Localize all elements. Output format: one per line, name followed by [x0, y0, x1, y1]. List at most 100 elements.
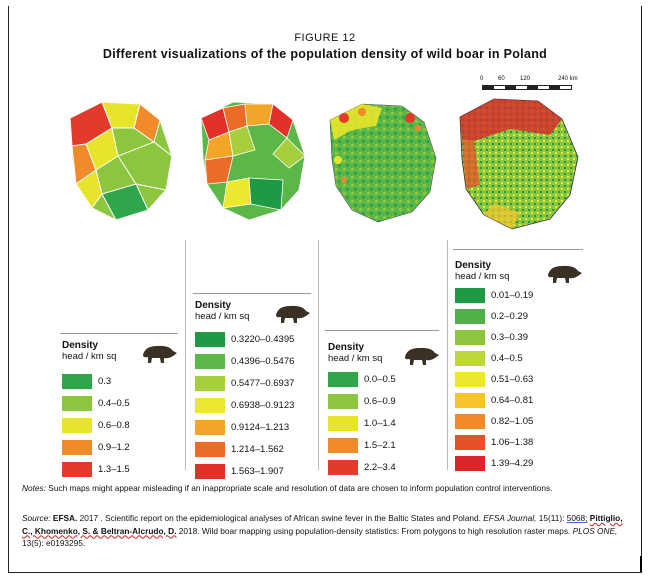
- legend-label: 0.82–1.05: [491, 416, 534, 427]
- legend-swatch: [328, 437, 358, 453]
- panel-divider: [185, 240, 186, 470]
- source-page-link[interactable]: 5068;: [566, 513, 588, 523]
- map-raster-high-resolution: [459, 98, 579, 230]
- figure-notes: Notes: Such maps might appear misleading…: [22, 482, 622, 494]
- legend-label: 1.06–1.38: [491, 437, 534, 448]
- legend-swatch: [195, 463, 225, 479]
- legend-row: 1.0–1.4: [328, 412, 440, 434]
- source-line2: 2018. Wild boar mapping using population…: [178, 525, 571, 536]
- legend-swatch: [455, 309, 485, 324]
- legend-title: Density: [328, 342, 365, 353]
- panel-divider: [447, 240, 448, 470]
- legend-title: Density: [62, 340, 99, 351]
- legend-panel-2: Density head / km sq 0.3220–0.4395 0.439…: [195, 300, 311, 482]
- legend-label: 1.39–4.29: [491, 458, 534, 469]
- legend-rule: [60, 333, 178, 334]
- legend-swatch: [195, 375, 225, 391]
- legend-row: 0.5477–0.6937: [195, 372, 311, 394]
- legend-label: 0.6938–0.9123: [231, 399, 295, 411]
- legend-swatch: [195, 397, 225, 413]
- wild-boar-icon: [548, 265, 582, 283]
- legend-swatch: [455, 414, 485, 429]
- legend-swatch: [62, 373, 92, 389]
- notes-label: Notes:: [22, 483, 46, 493]
- legend-label: 0.3: [98, 375, 112, 387]
- wild-boar-icon: [143, 345, 177, 363]
- legend-row: 1.214–1.562: [195, 438, 311, 460]
- legend-unit: head / km sq: [328, 353, 383, 364]
- source-volume: 15(11):: [536, 513, 567, 523]
- legend-panel-4: Density head / km sq 0.01–0.19 0.2–0.29 …: [455, 260, 583, 474]
- legend-row: 0.6–0.9: [328, 390, 440, 412]
- legend-label: 0.01–0.19: [491, 290, 534, 301]
- legend-swatch: [62, 395, 92, 411]
- wild-boar-icon: [276, 305, 310, 323]
- scale-tick: 120: [520, 76, 531, 82]
- legend-swatch: [328, 459, 358, 475]
- legend-unit: head / km sq: [62, 351, 117, 362]
- legend-label: 0.2–0.29: [491, 311, 528, 322]
- legend-row: 0.0–0.5: [328, 368, 440, 390]
- legend-swatch: [455, 351, 485, 366]
- legend-label: 0.51–0.63: [491, 374, 534, 385]
- panel-divider: [318, 240, 319, 470]
- legend-label: 2.2–3.4: [364, 461, 396, 473]
- legend-row: 0.4396–0.5476: [195, 350, 311, 372]
- legend-label: 1.214–1.562: [231, 443, 284, 455]
- source-authors: Pittiglio, C., Khomenko, S. & Beltran-Al…: [22, 513, 623, 536]
- legend-label: 0.4–0.5: [491, 353, 523, 364]
- legend-label: 1.3–1.5: [98, 463, 130, 475]
- scale-bar-graphic: [482, 85, 572, 90]
- legend-swatch: [328, 393, 358, 409]
- legend-row: 0.9124–1.213: [195, 416, 311, 438]
- legend-label: 0.6–0.8: [98, 419, 130, 431]
- legend-unit: head / km sq: [455, 271, 510, 282]
- legend-row: 0.9–1.2: [62, 436, 178, 458]
- legend-row: 2.2–3.4: [328, 456, 440, 478]
- legend-label: 0.0–0.5: [364, 373, 396, 385]
- legend-title: Density: [455, 260, 492, 271]
- legend-label: 1.5–2.1: [364, 439, 396, 451]
- legend-row: 0.6–0.8: [62, 414, 178, 436]
- scale-bar: 0 60 120 240 km: [480, 76, 590, 96]
- legend-label: 1.563–1.907: [231, 465, 284, 477]
- legend-row: 0.6938–0.9123: [195, 394, 311, 416]
- legend-title: Density: [195, 300, 232, 311]
- scale-tick: 240 km: [558, 76, 578, 82]
- legend-panel-3: Density head / km sq 0.0–0.5 0.6–0.9 1.0…: [328, 342, 440, 478]
- legend-label: 1.0–1.4: [364, 417, 396, 429]
- legend-rule: [193, 293, 311, 294]
- legend-swatch: [62, 461, 92, 477]
- legend-swatch: [328, 415, 358, 431]
- figure-frame: [8, 6, 642, 573]
- source-plos-ref: 13(5): e0193295.: [22, 538, 86, 548]
- map-voivodeship-level: [69, 101, 173, 221]
- source-plos: PLOS ONE,: [572, 525, 618, 536]
- legend-row: 0.4–0.5: [62, 392, 178, 414]
- legend-unit: head / km sq: [195, 311, 250, 322]
- legend-swatch: [195, 331, 225, 347]
- legend-label: 0.3–0.39: [491, 332, 528, 343]
- legend-swatch: [455, 393, 485, 408]
- source-label: Source:: [22, 513, 51, 523]
- legend-row: 0.3–0.39: [455, 327, 583, 348]
- source-efsa: EFSA.: [52, 513, 78, 523]
- legend-label: 0.4396–0.5476: [231, 355, 295, 367]
- source-line1: 2017 . Scientific report on the epidemio…: [79, 513, 481, 523]
- legend-swatch: [62, 417, 92, 433]
- figure-source: Source: EFSA. 2017 . Scientific report o…: [22, 512, 632, 550]
- legend-row: 0.4–0.5: [455, 348, 583, 369]
- legend-swatch: [455, 288, 485, 303]
- legend-row: 0.82–1.05: [455, 411, 583, 432]
- legend-row: 0.3: [62, 370, 178, 392]
- legend-swatch: [328, 371, 358, 387]
- legend-row: 1.3–1.5: [62, 458, 178, 480]
- legend-label: 0.64–0.81: [491, 395, 534, 406]
- legend-row: 1.39–4.29: [455, 453, 583, 474]
- map-county-level: [200, 101, 306, 221]
- text-cursor: [640, 556, 642, 572]
- wild-boar-icon: [405, 347, 439, 365]
- legend-label: 0.9–1.2: [98, 441, 130, 453]
- legend-row: 0.01–0.19: [455, 285, 583, 306]
- scale-tick: 0: [480, 76, 484, 82]
